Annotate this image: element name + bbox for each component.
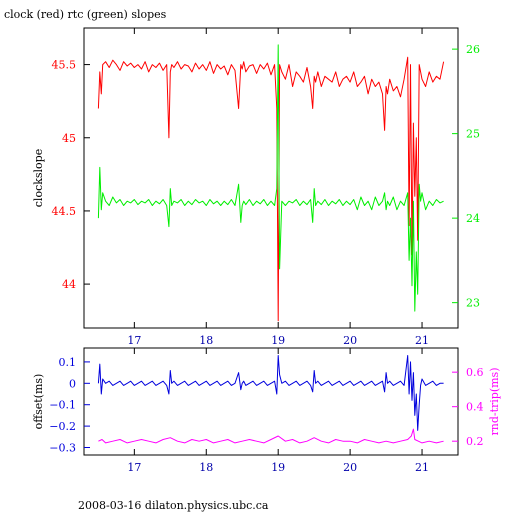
bottom-y-tick-label: 0 bbox=[69, 377, 76, 390]
top-y2-tick-label: 23 bbox=[466, 297, 480, 310]
top-y2-tick-label: 25 bbox=[466, 128, 480, 141]
bottom-y2-tick-label: 0.4 bbox=[466, 401, 484, 414]
bottom-y-tick-label: −0.2 bbox=[49, 420, 76, 433]
top-x-tick-label: 21 bbox=[415, 334, 429, 347]
bottom-series-rnd-trip bbox=[98, 428, 444, 444]
top-frame bbox=[83, 27, 459, 329]
bottom-panel: 17 18 19 20 21 0.1 0 −0.1 −0.2 −0.3 0.2 0.4 0.6 offse… bbox=[32, 347, 501, 474]
bottom-y2-tick-label: 0.6 bbox=[466, 366, 484, 379]
top-x-tick-label: 20 bbox=[343, 334, 357, 347]
top-x-tick-label: 17 bbox=[127, 334, 141, 347]
bottom-x-tick-label: 17 bbox=[127, 461, 141, 474]
top-ylabel: clockslope bbox=[32, 149, 45, 207]
top-y-tick-label: 44.5 bbox=[52, 205, 77, 218]
bottom-x-tick-label: 21 bbox=[415, 461, 429, 474]
top-y-tick-label: 45 bbox=[62, 132, 76, 145]
bottom-y2-tick-label: 0.2 bbox=[466, 435, 484, 448]
footer-text: 2008-03-16 dilaton.physics.ubc.ca bbox=[78, 499, 269, 512]
bottom-ylabel: offset(ms) bbox=[32, 374, 45, 430]
bottom-y-tick-label: −0.3 bbox=[49, 442, 76, 455]
bottom-x-tick-label: 18 bbox=[199, 461, 213, 474]
bottom-x-tick-label: 19 bbox=[271, 461, 285, 474]
chart-title: clock (red) rtc (green) slopes bbox=[4, 8, 167, 21]
top-x-tick-label: 19 bbox=[271, 334, 285, 347]
top-y-tick-label: 44 bbox=[62, 278, 76, 291]
top-y2-tick-label: 24 bbox=[466, 212, 480, 225]
top-panel: 17 18 19 20 21 44 44.5 45 45.5 23 24 25 26 clockslope bbox=[32, 27, 480, 347]
top-x-tick-label: 18 bbox=[199, 334, 213, 347]
bottom-y-tick-label: 0.1 bbox=[59, 356, 77, 369]
bottom-frame bbox=[83, 347, 459, 456]
top-y2-tick-label: 26 bbox=[466, 43, 480, 56]
bottom-series-offset bbox=[97, 355, 444, 431]
bottom-x-tick-label: 20 bbox=[343, 461, 357, 474]
top-series-clock bbox=[97, 56, 445, 322]
bottom-y2label: rnd-trip(ms) bbox=[488, 368, 501, 436]
top-y-tick-label: 45.5 bbox=[52, 59, 77, 72]
bottom-y-tick-label: −0.1 bbox=[49, 399, 76, 412]
top-series-rtc bbox=[97, 44, 444, 312]
